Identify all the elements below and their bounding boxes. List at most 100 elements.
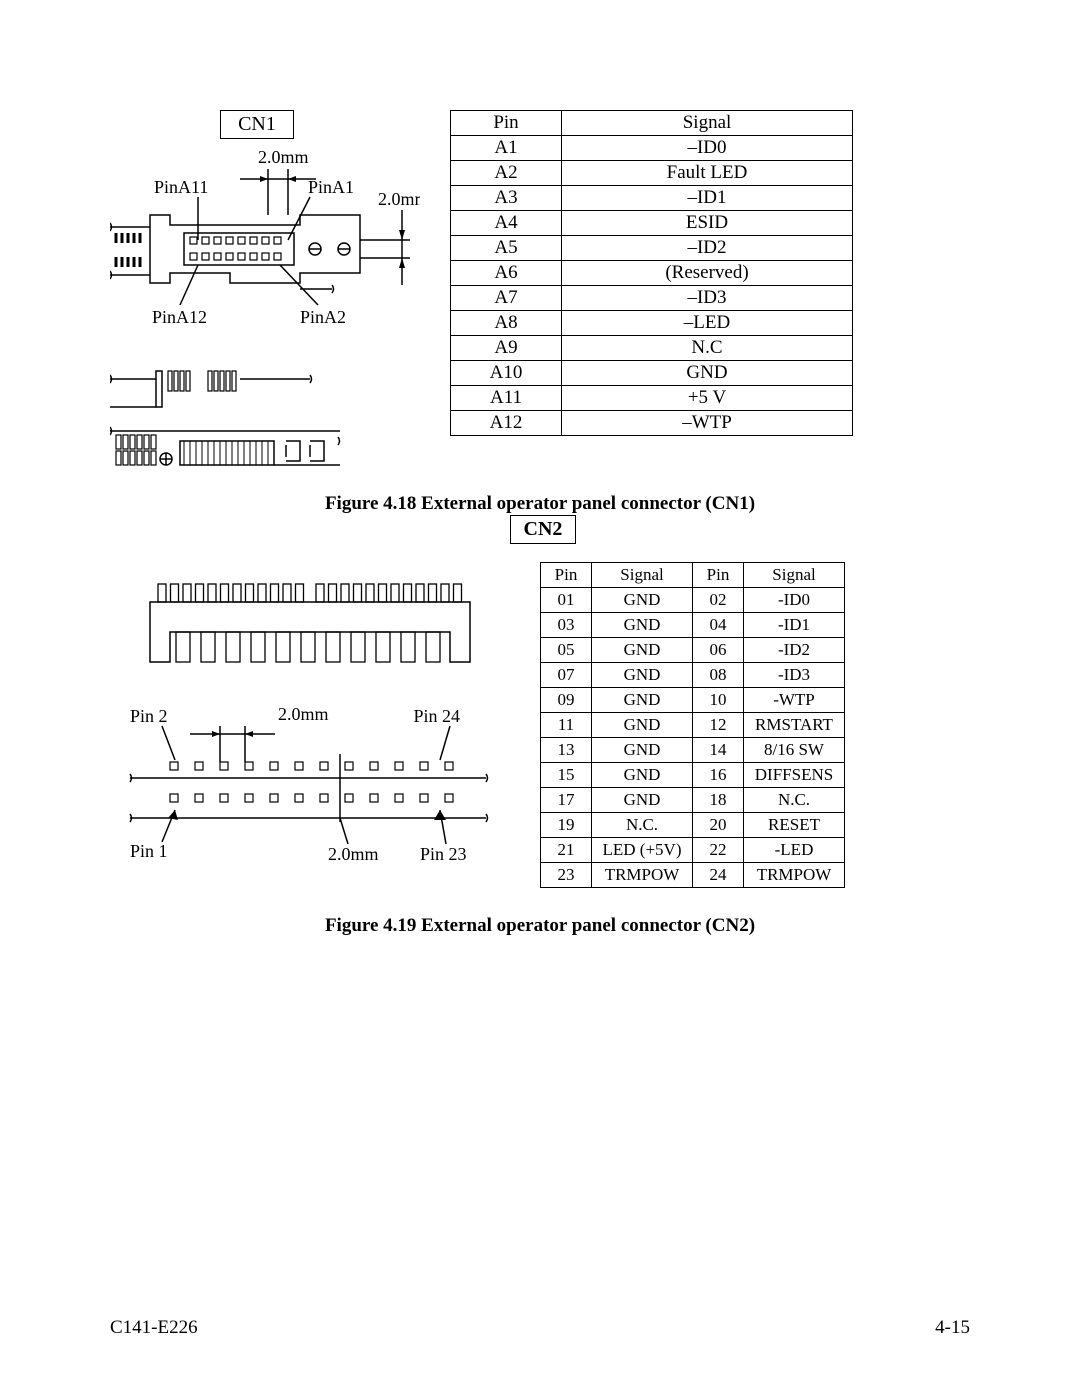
table-cell: –ID1 (562, 186, 853, 211)
table-row: 19N.C.20RESET (541, 813, 845, 838)
table-cell: LED (+5V) (592, 838, 693, 863)
table-cell: N.C. (592, 813, 693, 838)
table-cell: A1 (451, 136, 562, 161)
table-cell: –WTP (562, 411, 853, 436)
cn2-hdr-pin2: Pin (693, 563, 744, 588)
table-cell: GND (592, 788, 693, 813)
fig418-row: CN1 2.0mm PinA11 PinA1 (110, 110, 970, 475)
cn1-table: Pin Signal A1–ID0A2Fault LEDA3–ID1A4ESID… (450, 110, 853, 436)
table-cell: –ID0 (562, 136, 853, 161)
fig419-caption: Figure 4.19 External operator panel conn… (110, 915, 970, 937)
table-cell: 18 (693, 788, 744, 813)
cn2-label-box: CN2 (510, 515, 576, 544)
table-row: 15GND16DIFFSENS (541, 763, 845, 788)
table-cell: 11 (541, 713, 592, 738)
table-cell: 21 (541, 838, 592, 863)
page-footer: C141-E226 4-15 (110, 1317, 970, 1339)
table-cell: GND (592, 738, 693, 763)
pin23-label: Pin 23 (420, 844, 467, 864)
table-row: 03GND04-ID1 (541, 613, 845, 638)
table-cell: GND (592, 638, 693, 663)
table-cell: GND (562, 361, 853, 386)
table-row: A7–ID3 (451, 286, 853, 311)
table-cell: –ID2 (562, 236, 853, 261)
table-cell: GND (592, 763, 693, 788)
table-cell: 14 (693, 738, 744, 763)
pin2-label: Pin 2 (130, 706, 168, 726)
table-cell: 03 (541, 613, 592, 638)
table-cell: A5 (451, 236, 562, 261)
table-cell: A6 (451, 261, 562, 286)
table-cell: A10 (451, 361, 562, 386)
table-row: 09GND10-WTP (541, 688, 845, 713)
fig418-caption: Figure 4.18 External operator panel conn… (110, 493, 970, 515)
table-cell: -ID3 (744, 663, 845, 688)
table-row: 07GND08-ID3 (541, 663, 845, 688)
table-cell: 08 (693, 663, 744, 688)
table-cell: 22 (693, 838, 744, 863)
table-cell: GND (592, 588, 693, 613)
table-cell: N.C (562, 336, 853, 361)
table-cell: A3 (451, 186, 562, 211)
pin1-label: Pin 1 (130, 841, 168, 861)
table-cell: RESET (744, 813, 845, 838)
table-row: A3–ID1 (451, 186, 853, 211)
cn1-hdr-pin: Pin (451, 111, 562, 136)
table-cell: 8/16 SW (744, 738, 845, 763)
table-cell: -WTP (744, 688, 845, 713)
table-cell: A2 (451, 161, 562, 186)
table-cell: A12 (451, 411, 562, 436)
table-cell: 09 (541, 688, 592, 713)
table-row: A4ESID (451, 211, 853, 236)
pinA12-label: PinA12 (152, 307, 207, 327)
dim-bottom-label: 2.0mm (328, 844, 379, 864)
fig418-diagram: CN1 2.0mm PinA11 PinA1 (110, 110, 420, 475)
table-cell: TRMPOW (744, 863, 845, 888)
table-cell: A7 (451, 286, 562, 311)
table-row: 17GND18N.C. (541, 788, 845, 813)
table-row: 13GND148/16 SW (541, 738, 845, 763)
table-cell: 04 (693, 613, 744, 638)
table-cell: -ID1 (744, 613, 845, 638)
cn2-hdr-sig1: Signal (592, 563, 693, 588)
table-cell: GND (592, 713, 693, 738)
table-cell: RMSTART (744, 713, 845, 738)
fig419-svg: Pin 2 Pin 24 2.0mm (110, 562, 510, 892)
cn2-hdr-pin1: Pin (541, 563, 592, 588)
table-row: A12–WTP (451, 411, 853, 436)
table-row: 11GND12RMSTART (541, 713, 845, 738)
table-cell: 19 (541, 813, 592, 838)
table-cell: 13 (541, 738, 592, 763)
table-cell: 16 (693, 763, 744, 788)
fig418-svg: 2.0mm PinA11 PinA1 2.0mm (110, 145, 420, 475)
table-cell: -ID0 (744, 588, 845, 613)
cn1-header-row: Pin Signal (451, 111, 853, 136)
table-cell: A11 (451, 386, 562, 411)
table-cell: GND (592, 613, 693, 638)
table-row: 05GND06-ID2 (541, 638, 845, 663)
table-cell: TRMPOW (592, 863, 693, 888)
table-cell: 20 (693, 813, 744, 838)
fig419-diagram: Pin 2 Pin 24 2.0mm (110, 562, 510, 897)
table-cell: -LED (744, 838, 845, 863)
table-cell: GND (592, 663, 693, 688)
dim-top-label: 2.0mm (258, 147, 309, 167)
dim-right-label: 2.0mm (378, 189, 420, 209)
table-cell: 12 (693, 713, 744, 738)
table-cell: 17 (541, 788, 592, 813)
table-row: 01GND02-ID0 (541, 588, 845, 613)
table-row: A9N.C (451, 336, 853, 361)
table-cell: ESID (562, 211, 853, 236)
table-cell: –LED (562, 311, 853, 336)
pinA11-label: PinA11 (154, 177, 208, 197)
table-cell: -ID2 (744, 638, 845, 663)
table-cell: 10 (693, 688, 744, 713)
pinA2-label: PinA2 (300, 307, 346, 327)
table-row: A2Fault LED (451, 161, 853, 186)
cn2-table: Pin Signal Pin Signal 01GND02-ID003GND04… (540, 562, 845, 888)
table-cell: DIFFSENS (744, 763, 845, 788)
pinA1-label: PinA1 (308, 177, 354, 197)
table-cell: +5 V (562, 386, 853, 411)
table-row: A1–ID0 (451, 136, 853, 161)
table-cell: 06 (693, 638, 744, 663)
